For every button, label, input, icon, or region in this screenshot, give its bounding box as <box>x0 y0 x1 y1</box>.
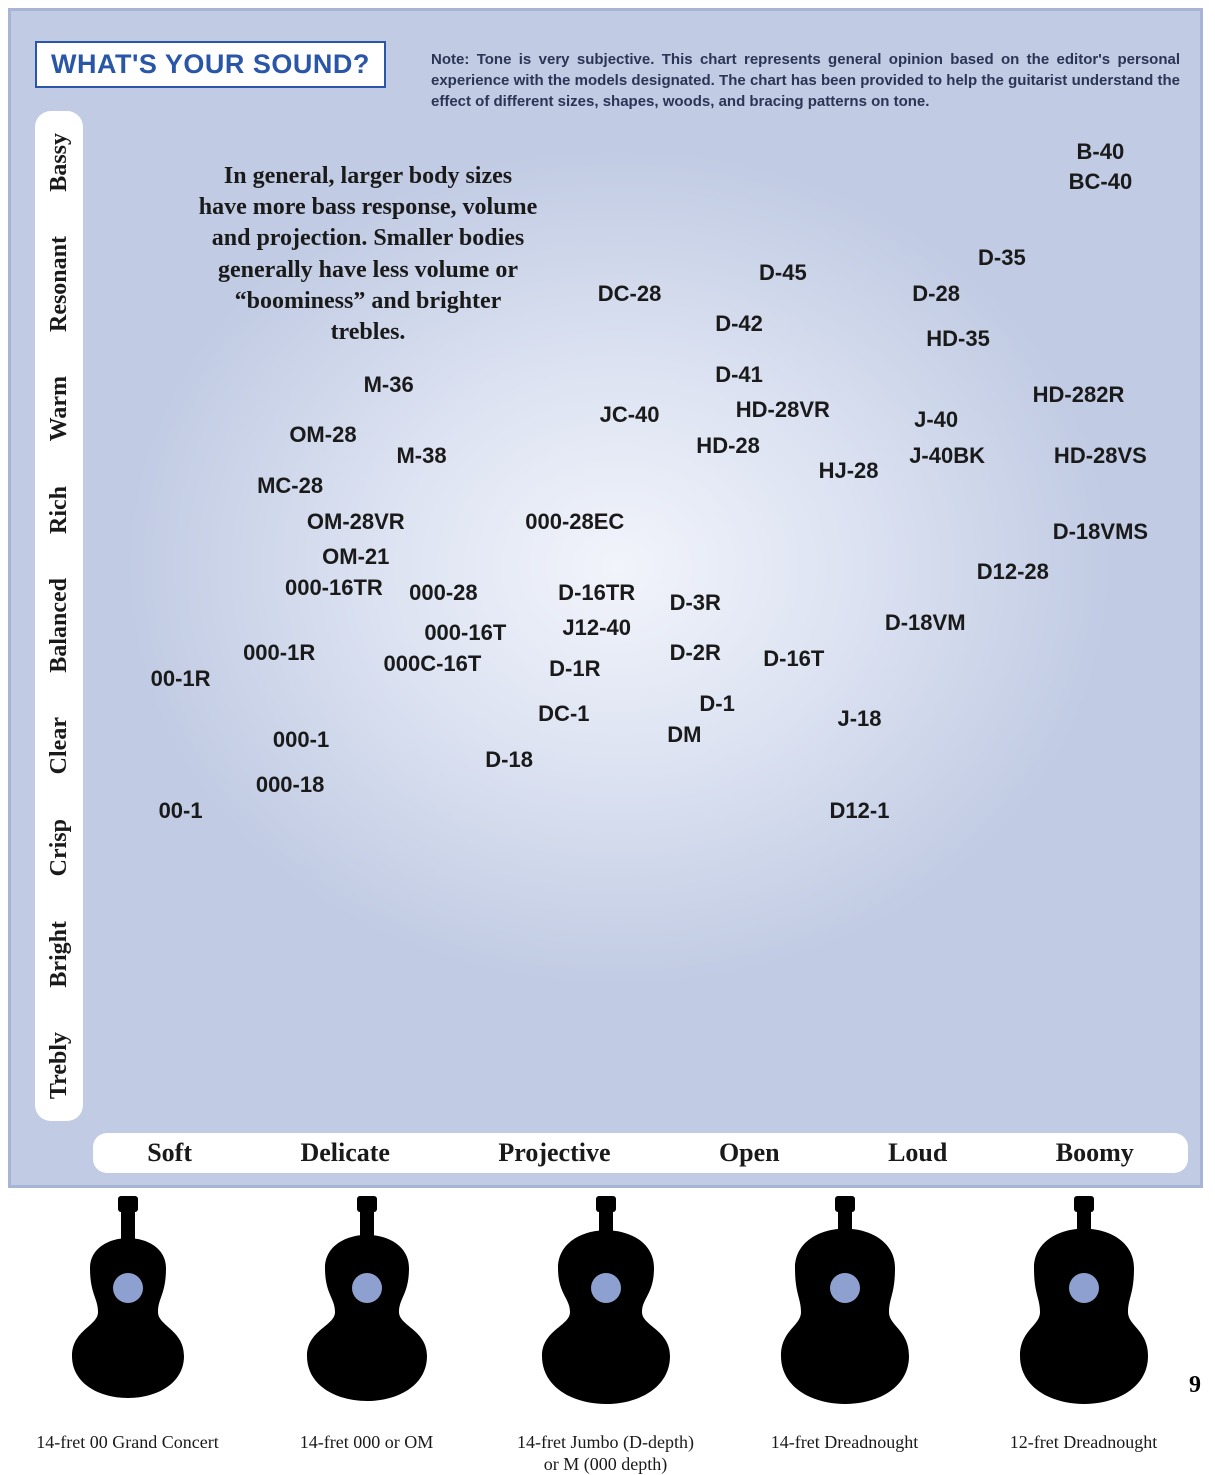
model-point: D-1R <box>549 656 600 682</box>
model-point: J-40 <box>914 407 958 433</box>
y-tick: Clear <box>46 717 73 774</box>
model-point: OM-28 <box>289 422 356 448</box>
model-point: D-1 <box>699 691 734 717</box>
model-point: 000-16T <box>424 620 506 646</box>
guitar-icon <box>277 1196 457 1426</box>
x-tick: Soft <box>147 1138 192 1168</box>
model-point: J-18 <box>837 706 881 732</box>
guitar-label: 14-fret Dreadnought <box>771 1432 918 1454</box>
model-point: HD-28 <box>696 433 760 459</box>
model-point: D-41 <box>715 362 763 388</box>
model-point: D-16TR <box>558 580 635 606</box>
model-point: D-18VM <box>885 610 966 636</box>
model-point: D-18VMS <box>1053 519 1148 545</box>
model-point: MC-28 <box>257 473 323 499</box>
model-point: 000-1 <box>273 727 329 753</box>
chart-note: Note: Tone is very subjective. This char… <box>431 49 1180 112</box>
guitar-label: 12-fret Dreadnought <box>1010 1432 1157 1454</box>
model-point: D12-28 <box>977 559 1049 585</box>
y-axis: Trebly Bright Crisp Clear Balanced Rich Warm Re… <box>35 111 83 1121</box>
guitar: 12-fret Dreadnought <box>974 1196 1194 1475</box>
model-point: OM-21 <box>322 544 389 570</box>
model-point: D-3R <box>670 590 721 616</box>
guitar-icon <box>994 1196 1174 1426</box>
y-tick: Bright <box>46 921 73 988</box>
model-point: J12-40 <box>562 615 631 641</box>
model-point: OM-28VR <box>307 509 405 535</box>
x-axis: Soft Delicate Projective Open Loud Boomy <box>93 1133 1188 1173</box>
guitar-icon <box>755 1196 935 1426</box>
x-tick: Delicate <box>300 1138 390 1168</box>
model-point: D-28 <box>912 281 960 307</box>
model-point: M-36 <box>364 372 414 398</box>
x-tick: Boomy <box>1056 1138 1134 1168</box>
model-point: D-35 <box>978 245 1026 271</box>
x-tick: Loud <box>888 1138 947 1168</box>
guitar-row: 14-fret 00 Grand Concert 14-fret 000 or … <box>8 1196 1203 1475</box>
guitar-label: 14-fret 000 or OM <box>300 1432 433 1454</box>
model-point: 00-1 <box>159 798 203 824</box>
model-point: M-38 <box>396 443 446 469</box>
page-number: 9 <box>1189 1372 1201 1399</box>
y-tick: Warm <box>46 376 73 441</box>
model-point: DM <box>667 722 701 748</box>
guitar: 14-fret 00 Grand Concert <box>18 1196 238 1475</box>
model-point: 00-1R <box>151 666 211 692</box>
model-point: 000-28 <box>409 580 478 606</box>
model-point: J-40BK <box>909 443 985 469</box>
model-point: 000C-16T <box>384 651 482 677</box>
model-point: HD-35 <box>926 326 990 352</box>
intro-text: In general, larger body sizes have more … <box>198 161 538 348</box>
model-point: BC-40 <box>1069 169 1133 195</box>
model-point: HD-28VR <box>736 397 830 423</box>
model-point: D-45 <box>759 260 807 286</box>
guitar-icon <box>38 1196 218 1426</box>
y-tick: Trebly <box>46 1032 73 1099</box>
model-point: 000-18 <box>256 772 325 798</box>
y-tick: Crisp <box>46 819 73 876</box>
plot-area: In general, larger body sizes have more … <box>93 111 1188 1125</box>
model-point: HJ-28 <box>819 458 879 484</box>
guitar: 14-fret Dreadnought <box>735 1196 955 1475</box>
model-point: JC-40 <box>600 402 660 428</box>
guitar: 14-fret Jumbo (D-depth)or M (000 depth) <box>496 1196 716 1475</box>
model-point: D-18 <box>485 747 533 773</box>
y-tick: Bassy <box>46 133 73 192</box>
model-point: DC-1 <box>538 701 589 727</box>
y-tick: Rich <box>46 486 73 534</box>
model-point: HD-28VS <box>1054 443 1147 469</box>
model-point: D-2R <box>670 640 721 666</box>
x-tick: Projective <box>498 1138 610 1168</box>
model-point: DC-28 <box>598 281 662 307</box>
guitar: 14-fret 000 or OM <box>257 1196 477 1475</box>
x-tick: Open <box>719 1138 780 1168</box>
model-point: D12-1 <box>830 798 890 824</box>
guitar-icon <box>516 1196 696 1426</box>
guitar-label: 14-fret 00 Grand Concert <box>36 1432 218 1454</box>
chart-frame: WHAT'S YOUR SOUND? Note: Tone is very su… <box>8 8 1203 1188</box>
model-point: 000-1R <box>243 640 315 666</box>
guitar-label: 14-fret Jumbo (D-depth)or M (000 depth) <box>517 1432 694 1475</box>
model-point: B-40 <box>1077 139 1125 165</box>
model-point: D-42 <box>715 311 763 337</box>
y-tick: Resonant <box>46 236 73 332</box>
model-point: D-16T <box>763 646 824 672</box>
model-point: HD-282R <box>1033 382 1125 408</box>
y-tick: Balanced <box>46 578 73 673</box>
model-point: 000-28EC <box>525 509 624 535</box>
model-point: 000-16TR <box>285 575 383 601</box>
chart-title: WHAT'S YOUR SOUND? <box>35 41 386 88</box>
